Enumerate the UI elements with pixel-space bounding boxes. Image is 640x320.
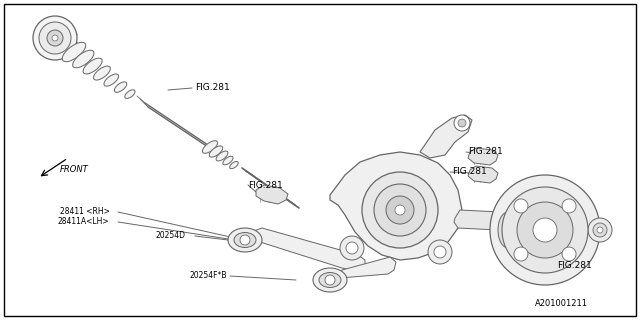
Ellipse shape [209, 146, 223, 157]
Polygon shape [248, 228, 365, 272]
Polygon shape [468, 166, 498, 183]
Polygon shape [468, 148, 498, 165]
Circle shape [514, 199, 528, 213]
Circle shape [514, 247, 528, 261]
Text: FIG.281: FIG.281 [248, 180, 283, 189]
Circle shape [240, 235, 250, 245]
Ellipse shape [234, 233, 256, 247]
Polygon shape [256, 185, 288, 204]
Circle shape [454, 115, 470, 131]
Circle shape [533, 218, 557, 242]
Circle shape [325, 275, 335, 285]
Text: 20254D: 20254D [155, 231, 185, 241]
Circle shape [362, 172, 438, 248]
Text: FIG.281: FIG.281 [557, 260, 592, 269]
Polygon shape [454, 210, 504, 230]
Circle shape [517, 202, 573, 258]
Circle shape [562, 199, 576, 213]
Ellipse shape [93, 66, 110, 80]
Ellipse shape [493, 205, 523, 255]
Circle shape [47, 30, 63, 46]
Circle shape [588, 218, 612, 242]
Circle shape [386, 196, 414, 224]
Ellipse shape [313, 268, 347, 292]
Ellipse shape [115, 82, 127, 92]
Text: 28411 <RH>: 28411 <RH> [60, 207, 110, 217]
Ellipse shape [73, 50, 94, 68]
Text: FIG.281: FIG.281 [195, 84, 230, 92]
Text: FIG.281: FIG.281 [468, 148, 503, 156]
Text: FRONT: FRONT [60, 165, 89, 174]
Circle shape [52, 35, 58, 41]
Circle shape [490, 175, 600, 285]
Circle shape [340, 236, 364, 260]
Ellipse shape [62, 42, 86, 62]
Circle shape [346, 242, 358, 254]
Text: 28411A<LH>: 28411A<LH> [57, 218, 109, 227]
Polygon shape [420, 115, 472, 158]
Circle shape [395, 205, 405, 215]
Polygon shape [330, 152, 462, 260]
Ellipse shape [83, 58, 102, 74]
Ellipse shape [216, 151, 228, 161]
Ellipse shape [230, 162, 238, 169]
Ellipse shape [104, 74, 118, 86]
Circle shape [33, 16, 77, 60]
Ellipse shape [125, 90, 135, 99]
Ellipse shape [223, 156, 233, 165]
Circle shape [428, 240, 452, 264]
Circle shape [434, 246, 446, 258]
Circle shape [39, 22, 71, 54]
Ellipse shape [319, 273, 341, 287]
Circle shape [562, 247, 576, 261]
Polygon shape [330, 257, 396, 278]
Ellipse shape [498, 212, 518, 248]
Text: A201001211: A201001211 [535, 299, 588, 308]
Text: FIG.281: FIG.281 [452, 167, 487, 177]
Circle shape [502, 187, 588, 273]
Circle shape [374, 184, 426, 236]
Circle shape [458, 119, 466, 127]
Circle shape [593, 223, 607, 237]
Text: 20254F*B: 20254F*B [190, 271, 227, 281]
Ellipse shape [228, 228, 262, 252]
Circle shape [597, 227, 603, 233]
Ellipse shape [202, 141, 218, 153]
